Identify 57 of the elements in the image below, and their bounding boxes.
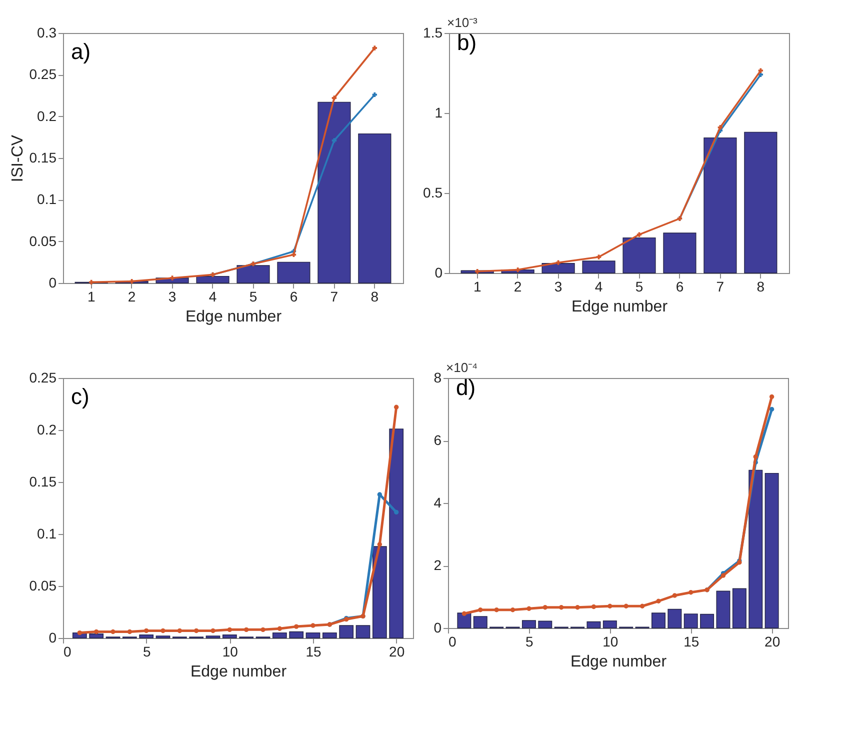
y-tick-label: 0.1 [37, 526, 57, 542]
x-tick-label: 1 [87, 288, 96, 304]
text: ×10⁻³ [447, 15, 478, 30]
y-axis-title: ISI-CV [9, 134, 26, 182]
x-axis-title: Edge number [571, 298, 668, 316]
chart-title: a) [71, 39, 91, 64]
x-tick-label: 3 [554, 278, 562, 294]
text: ×10⁻⁴ [446, 360, 478, 375]
y-tick-label: 0 [434, 620, 442, 636]
x-tick-label: 4 [208, 288, 217, 304]
x-tick-label: 1 [473, 278, 482, 294]
x-tick-label: 5 [249, 288, 258, 304]
y-tick-label: 0.25 [29, 66, 57, 82]
x-tick-label: 2 [514, 278, 522, 294]
y-tick-label: 0.05 [29, 232, 57, 249]
y-tick-label: 0.1 [37, 191, 57, 208]
x-tick-label: 4 [594, 278, 603, 294]
x-tick-label: 0 [448, 634, 456, 650]
x-axis-title: Edge number [570, 654, 668, 670]
x-tick-label: 20 [389, 644, 405, 660]
y-tick-label: 0.3 [37, 24, 57, 40]
x-tick-label: 15 [684, 634, 700, 650]
x-tick-label: 8 [370, 288, 379, 304]
x-tick-label: 0 [64, 644, 72, 660]
y-tick-label: 6 [434, 432, 442, 448]
y-tick-label: 0.15 [29, 150, 57, 166]
x-tick-label: 5 [526, 634, 534, 650]
x-tick-label: 3 [168, 288, 176, 304]
x-tick-label: 5 [635, 278, 644, 294]
x-tick-label: 15 [306, 644, 322, 660]
y-tick-label: 4 [434, 494, 442, 510]
y-tick-label: 2 [434, 557, 442, 573]
x-tick-label: 10 [602, 634, 618, 650]
x-tick-label: 10 [222, 644, 238, 660]
x-tick-label: 6 [676, 278, 684, 294]
x-tick-label: 7 [716, 278, 724, 294]
chart-title: d) [456, 375, 476, 400]
x-axis-title: Edge number [190, 664, 288, 680]
y-tick-label: 0.15 [29, 474, 57, 490]
chart-title: c) [71, 384, 90, 409]
y-tick-label: 0.2 [37, 108, 57, 124]
y-tick-label: 0 [434, 264, 443, 280]
x-tick-label: 2 [128, 288, 136, 304]
y-tick-label: 0.5 [423, 184, 443, 200]
y-tick-label: 0.2 [37, 422, 57, 438]
y-tick-label: 8 [434, 370, 442, 386]
y-tick-label: 0.25 [29, 370, 57, 386]
y-tick-label: 1 [434, 104, 443, 120]
x-tick-label: 6 [290, 288, 298, 304]
x-tick-label: 8 [756, 278, 765, 294]
y-tick-label: 0.05 [29, 578, 57, 594]
x-tick-label: 7 [330, 288, 338, 304]
x-axis-title: Edge number [185, 308, 282, 326]
x-tick-label: 20 [764, 634, 780, 650]
y-tick-label: 1.5 [423, 24, 443, 40]
x-tick-label: 5 [142, 644, 151, 660]
chart-title: b) [457, 30, 477, 55]
